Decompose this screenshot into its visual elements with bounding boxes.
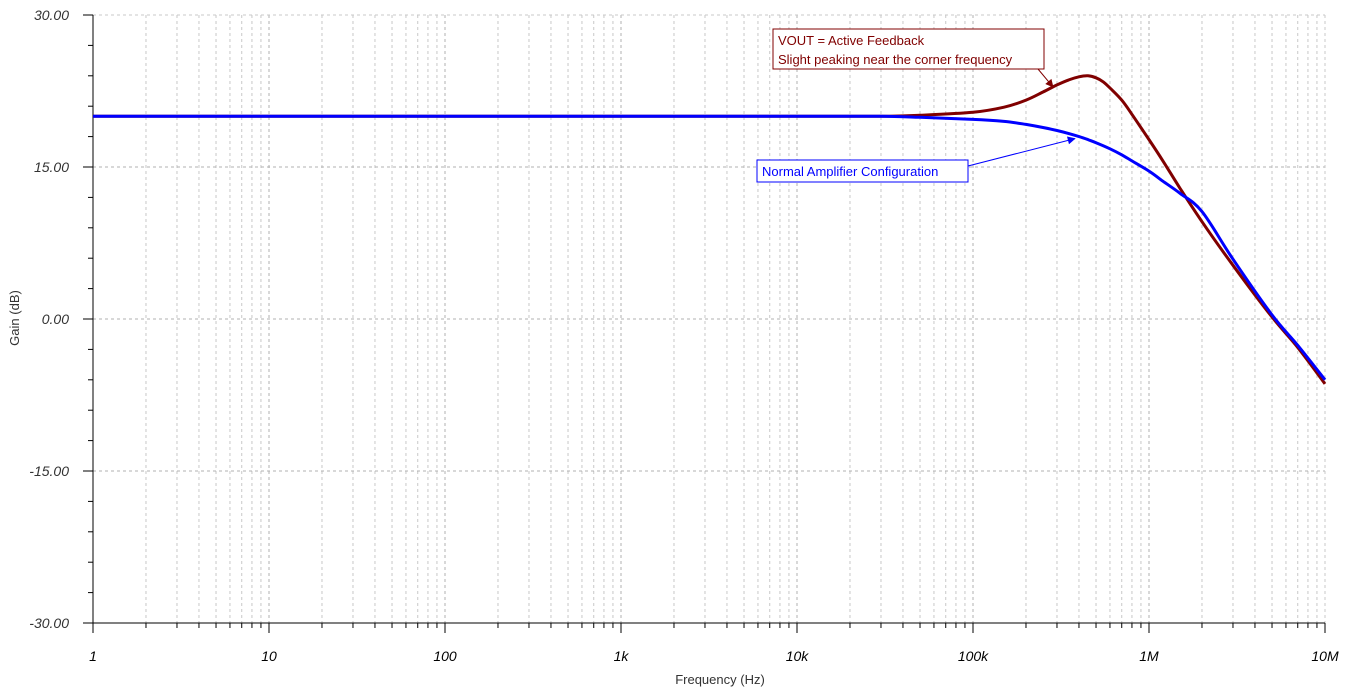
annotation-arrow <box>967 136 1076 167</box>
annotations: VOUT = Active Feedback Slight peaking nea… <box>756 28 1076 183</box>
y-tick-label: -15.00 <box>29 463 69 479</box>
series-line-1 <box>92 74 1327 385</box>
y-tick-label: -30.00 <box>29 615 69 631</box>
x-tick-label: 10 <box>261 648 277 664</box>
x-tick-label: 10k <box>786 648 810 664</box>
y-tick-label: 30.00 <box>34 7 69 23</box>
annotation-1: VOUT = Active Feedback Slight peaking nea… <box>772 28 1054 88</box>
annotation-text: VOUT = Active Feedback <box>778 33 925 48</box>
annotation-arrow <box>1037 68 1054 88</box>
annotation-text: Slight peaking near the corner frequency <box>778 52 1013 67</box>
annotation-text: Normal Amplifier Configuration <box>762 164 938 179</box>
x-tick-label: 1 <box>89 648 97 664</box>
x-axis-label: Frequency (Hz) <box>675 672 765 687</box>
y-tick-label: 15.00 <box>34 159 69 175</box>
x-tick-label: 100k <box>958 648 989 664</box>
series-line-2 <box>92 114 1327 381</box>
x-tick-label: 100 <box>433 648 457 664</box>
y-axis-label: Gain (dB) <box>7 290 22 346</box>
series-lines <box>92 74 1327 385</box>
annotation-box <box>756 159 969 183</box>
x-tick-label: 10M <box>1311 648 1339 664</box>
tick-labels: 1 10 100 1k 10k 100k 1M 10M 30.00 15.00 0.00 -15.00… <box>29 7 1339 664</box>
x-tick-label: 1M <box>1139 648 1159 664</box>
annotation-box <box>772 28 1045 70</box>
x-tick-label: 1k <box>614 648 630 664</box>
y-tick-label: 0.00 <box>42 311 69 327</box>
grid-lines <box>93 14 1326 623</box>
annotation-2: Normal Amplifier Configuration <box>756 136 1076 183</box>
